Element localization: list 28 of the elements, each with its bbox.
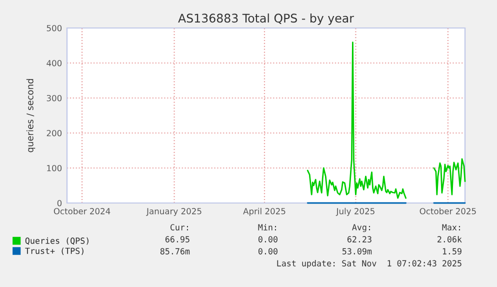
- x-tick-label: October 2024: [54, 208, 110, 214]
- x-tick-label: January 2025: [146, 208, 202, 216]
- text: Cur:: [170, 224, 188, 230]
- y-axis-title: queries / second: [26, 79, 36, 152]
- text: 85.76m: [160, 248, 190, 254]
- x-tick-label: October 2025: [420, 208, 476, 214]
- text: 1.59: [442, 248, 462, 254]
- text: 66.95: [165, 236, 190, 242]
- text: 62.23: [347, 236, 372, 242]
- y-tick-label: 300: [46, 94, 62, 102]
- text: 53.09m: [342, 248, 372, 254]
- chart-title: AS136883 Total QPS - by year: [178, 13, 354, 25]
- y-tick-label: 500: [46, 24, 62, 32]
- y-tick-label: 400: [46, 60, 62, 66]
- text: Min:: [258, 224, 276, 230]
- legend-label: Queries (QPS): [25, 237, 88, 245]
- y-tick-label: 200: [46, 130, 62, 136]
- text: 2.06k: [438, 236, 462, 242]
- y-tick-label: 100: [47, 164, 62, 172]
- x-tick-label: July 2025: [336, 208, 374, 216]
- text: Max:: [442, 224, 460, 230]
- text: Avg:: [352, 224, 370, 232]
- text: Last update: Sat Nov 1 07:02:43 2025: [277, 260, 462, 268]
- text: 0.00: [258, 236, 278, 242]
- text: 0.00: [258, 248, 278, 254]
- legend-label: Trust+ (TPS): [25, 248, 84, 255]
- y-tick-label: 0: [57, 200, 62, 206]
- x-tick-label: April 2025: [243, 208, 286, 216]
